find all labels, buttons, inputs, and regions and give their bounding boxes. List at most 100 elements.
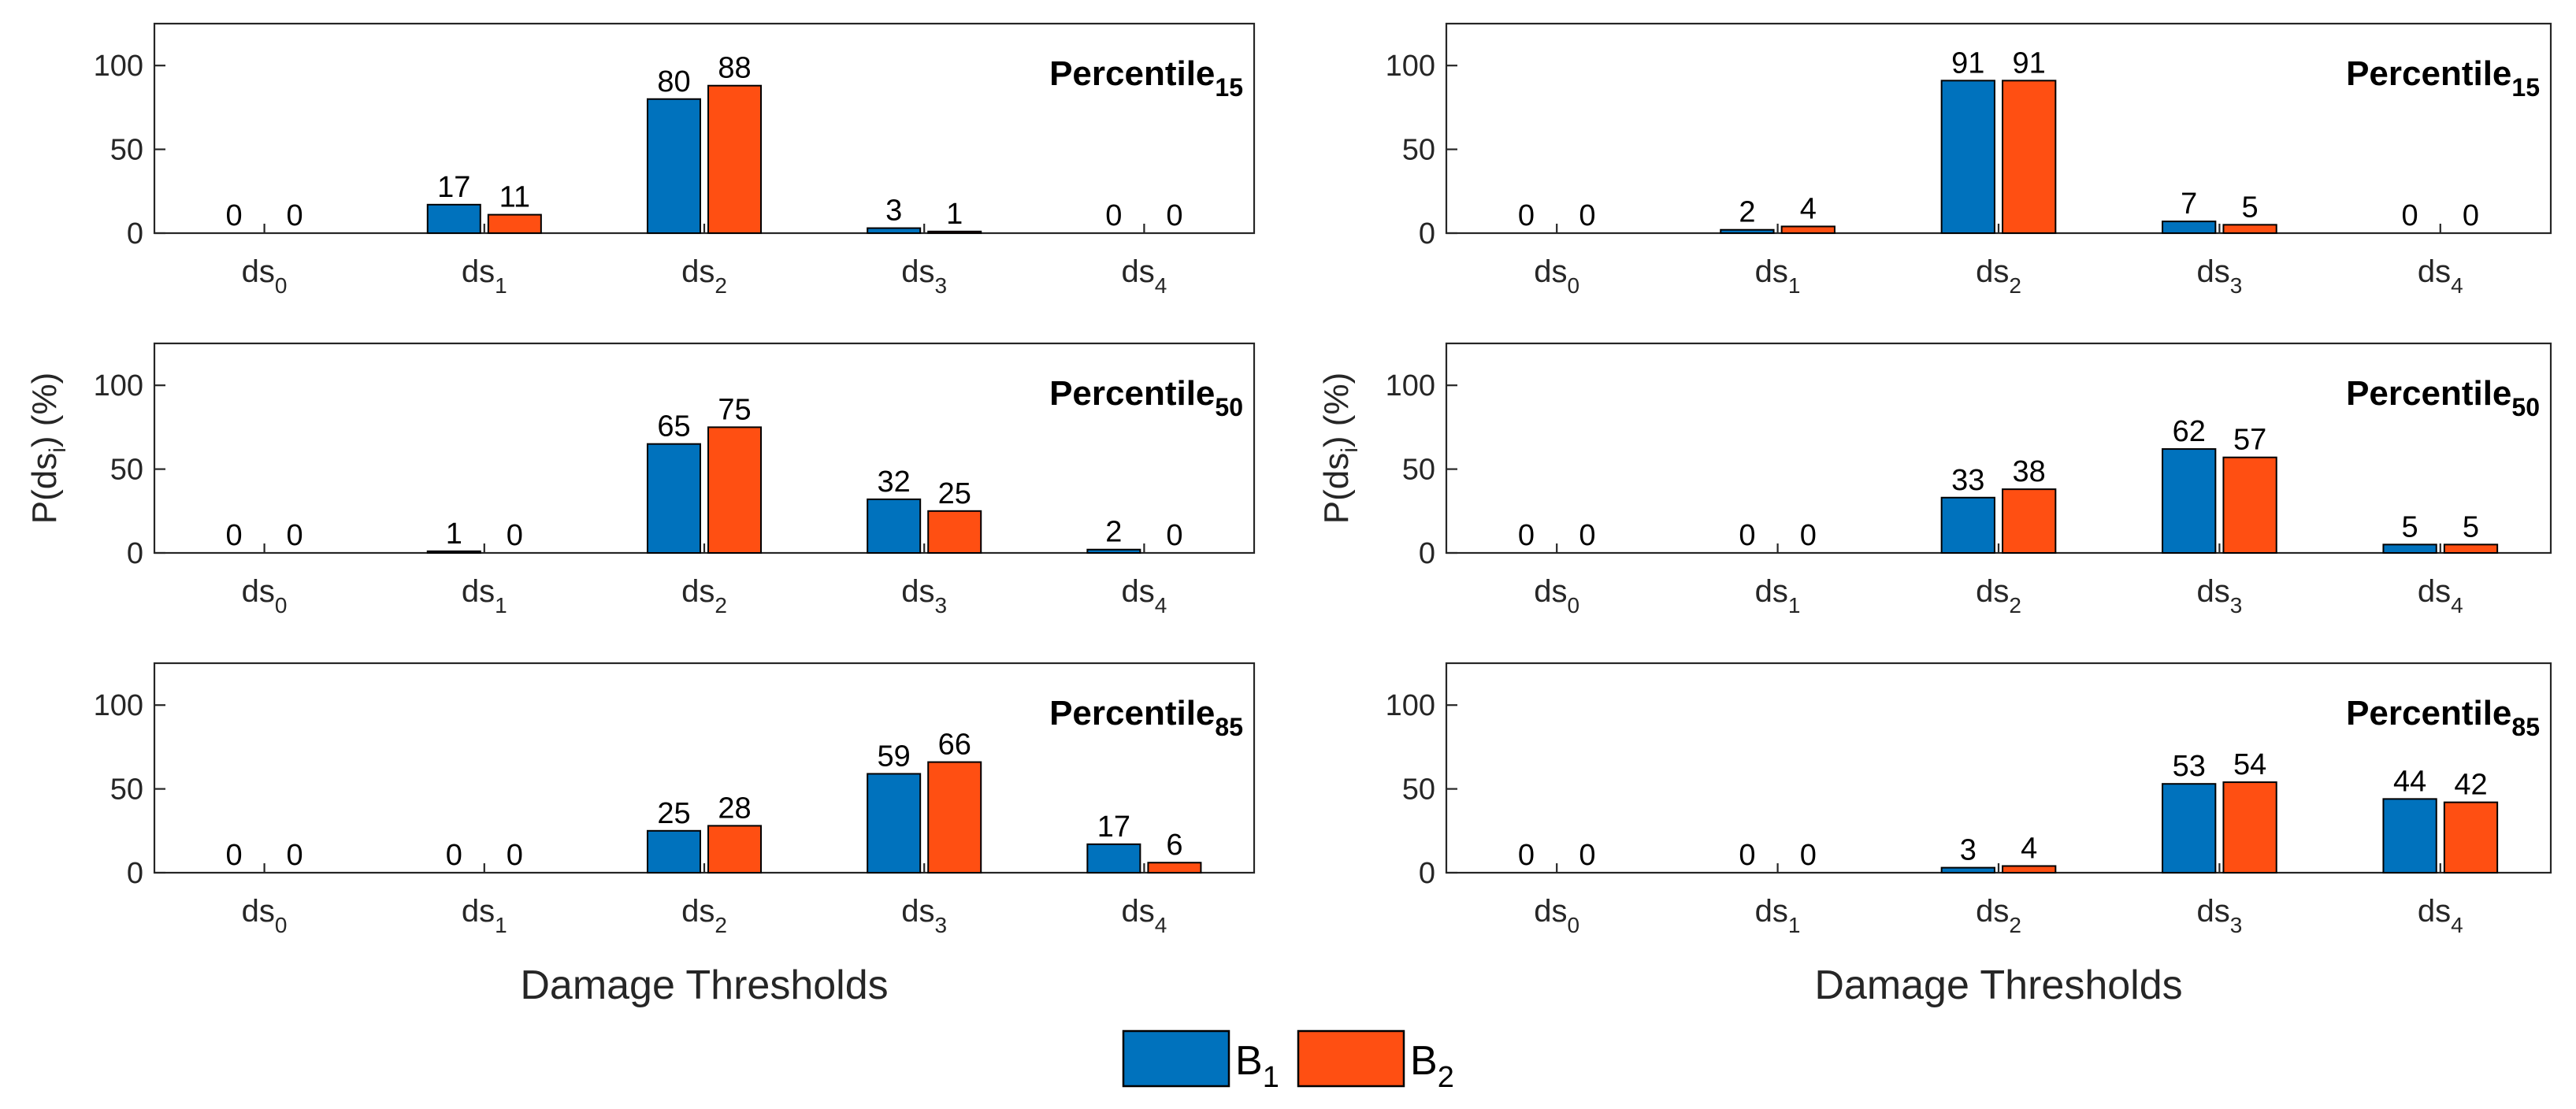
panel-title: Percentile15	[2346, 54, 2540, 102]
data-label: 6	[1166, 829, 1182, 862]
bar-b2	[2002, 80, 2057, 234]
legend-label: B1	[1235, 1038, 1279, 1094]
data-label: 0	[1518, 839, 1535, 872]
data-label: 0	[226, 519, 243, 552]
x-tick-label: ds1	[462, 574, 507, 618]
data-label: 0	[1518, 199, 1535, 232]
bar-b1	[426, 550, 481, 554]
y-tick-label: 50	[1402, 454, 1435, 487]
x-tick-label: ds2	[681, 894, 727, 937]
y-tick-label: 100	[94, 50, 143, 83]
bar-b2	[707, 426, 763, 554]
x-tick-label: ds2	[681, 254, 727, 298]
y-tick-label: 50	[110, 454, 143, 487]
x-tick-label: ds4	[2418, 894, 2463, 937]
data-label: 0	[2402, 199, 2418, 232]
x-tick-label: ds0	[242, 894, 288, 937]
data-label: 38	[2013, 455, 2046, 488]
legend: B1 B2	[1122, 1029, 1454, 1094]
x-tick-label: ds0	[1534, 574, 1579, 618]
data-label: 54	[2233, 748, 2266, 781]
x-tick-label: ds3	[2196, 894, 2242, 937]
x-tick-label: ds3	[2196, 574, 2242, 618]
bar-b1	[867, 773, 922, 873]
x-tick-label: ds1	[462, 894, 507, 937]
data-label: 0	[1800, 839, 1817, 872]
data-label: 53	[2173, 750, 2206, 783]
y-tick-label: 100	[94, 369, 143, 402]
panel-1: 0 50 100 ds0 0 0 ds1 17 11 ds2 80 88 ds3 3 1 ds4 0 0 Perce…	[94, 22, 1256, 298]
data-label: 0	[1579, 519, 1595, 552]
bar-b2	[2222, 781, 2277, 874]
data-label: 5	[2402, 510, 2418, 543]
bar-b2	[487, 213, 542, 235]
y-tick-label: 0	[127, 537, 143, 570]
x-tick-label: ds1	[1755, 254, 1801, 298]
x-axis-title: Damage Thresholds	[1814, 962, 2182, 1008]
data-label: 2	[1105, 516, 1122, 549]
data-label: 0	[287, 519, 303, 552]
data-label: 0	[1105, 199, 1122, 232]
x-tick-label: ds0	[242, 574, 288, 618]
data-label: 17	[437, 171, 470, 204]
data-label: 0	[1579, 199, 1595, 232]
data-label: 1	[446, 517, 462, 551]
panel-title: Percentile50	[2346, 374, 2540, 421]
bar-b1	[1086, 843, 1141, 873]
bar-b2	[1780, 225, 1835, 235]
x-tick-label: ds4	[1121, 894, 1167, 937]
x-tick-label: ds1	[1755, 894, 1801, 937]
y-axis-title: P(dsi) (%)	[1317, 373, 1363, 524]
panel-title: Percentile15	[1049, 54, 1243, 102]
data-label: 42	[2454, 769, 2487, 802]
bar-b1	[1086, 548, 1141, 554]
bar-b2	[707, 825, 763, 874]
bar-b2	[2222, 224, 2277, 234]
y-tick-label: 50	[110, 134, 143, 167]
data-label: 17	[1097, 810, 1130, 844]
data-label: 0	[507, 519, 523, 552]
y-tick-label: 100	[1386, 50, 1435, 83]
x-tick-label: ds1	[462, 254, 507, 298]
bar-b2	[927, 761, 982, 873]
panel-title: Percentile50	[1049, 374, 1243, 421]
data-label: 0	[1166, 199, 1182, 232]
x-tick-label: ds3	[901, 254, 947, 298]
data-label: 0	[1166, 519, 1182, 552]
data-label: 0	[1579, 839, 1595, 872]
y-axis-title: P(dsi) (%)	[25, 373, 71, 524]
data-label: 62	[2173, 415, 2206, 448]
data-label: 11	[499, 181, 530, 214]
x-tick-label: ds1	[1755, 574, 1801, 618]
y-tick-label: 0	[1419, 857, 1435, 890]
bar-b1	[867, 227, 922, 234]
data-label: 66	[938, 729, 971, 762]
data-label: 25	[938, 477, 971, 510]
bar-b1	[646, 829, 701, 874]
bar-b1	[2162, 448, 2217, 554]
bar-b1	[426, 203, 481, 235]
data-label: 4	[2021, 832, 2037, 865]
x-tick-label: ds3	[2196, 254, 2242, 298]
bar-b2	[2222, 456, 2277, 554]
bar-b1	[1940, 866, 1995, 873]
bar-b1	[2162, 783, 2217, 873]
bar-b1	[2382, 798, 2437, 873]
panel-title: Percentile85	[1049, 694, 1243, 741]
bar-b2	[2002, 865, 2057, 874]
data-label: 0	[287, 839, 303, 872]
bar-b2	[2002, 488, 2057, 554]
x-tick-label: ds0	[1534, 894, 1579, 937]
x-tick-label: ds3	[901, 894, 947, 937]
x-tick-label: ds0	[242, 254, 288, 298]
x-tick-label: ds4	[1121, 574, 1167, 618]
y-tick-label: 0	[127, 857, 143, 890]
x-axis-title: Damage Thresholds	[520, 962, 888, 1008]
data-label: 44	[2393, 765, 2426, 798]
x-tick-label: ds2	[1976, 254, 2021, 298]
data-label: 0	[507, 839, 523, 872]
data-label: 65	[657, 410, 690, 443]
